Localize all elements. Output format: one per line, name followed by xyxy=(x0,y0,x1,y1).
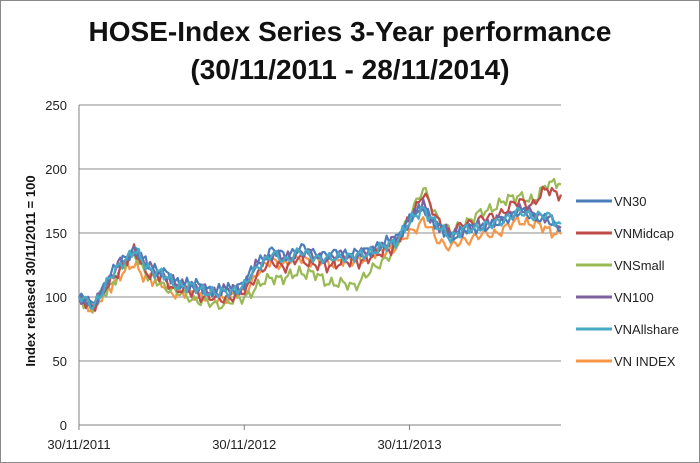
y-tick-label: 200 xyxy=(45,162,67,177)
series-line-vnmidcap xyxy=(78,185,563,312)
y-tick-labels: 0 50 100 150 200 250 xyxy=(45,98,67,433)
chart-subtitle: (30/11/2011 - 28/11/2014) xyxy=(190,54,509,85)
legend-item: VN INDEX xyxy=(576,354,676,369)
y-tick-label: 100 xyxy=(45,290,67,305)
legend-label: VN100 xyxy=(614,290,654,305)
axes xyxy=(78,105,561,430)
legend-label: VNMidcap xyxy=(614,226,674,241)
y-axis-label: Index rebased 30/11/2011 = 100 xyxy=(23,175,38,366)
x-tick-label: 30/11/2013 xyxy=(377,437,441,452)
y-tick-label: 0 xyxy=(60,418,67,433)
legend-label: VN INDEX xyxy=(614,354,676,369)
legend-label: VN30 xyxy=(614,194,647,209)
chart-title: HOSE-Index Series 3-Year performance xyxy=(89,16,612,47)
legend-item: VN30 xyxy=(576,194,647,209)
legend: VN30 VNMidcap VNSmall VN100 VNAllshare VN IND… xyxy=(576,194,679,369)
legend-item: VNSmall xyxy=(576,258,665,273)
x-tick-label: 30/11/2011 xyxy=(47,437,110,452)
legend-label: VNAllshare xyxy=(614,322,679,337)
y-tick-label: 150 xyxy=(45,226,67,241)
y-tick-label: 50 xyxy=(53,354,67,369)
x-tick-labels: 30/11/2011 30/11/2012 30/11/2013 xyxy=(47,437,441,452)
y-tick-label: 250 xyxy=(45,98,67,113)
series-line-vnsmall xyxy=(78,177,562,313)
x-tick-label: 30/11/2012 xyxy=(212,437,276,452)
series-line-vnallshare xyxy=(78,206,562,310)
legend-label: VNSmall xyxy=(614,258,665,273)
series-lines xyxy=(77,177,563,314)
legend-item: VN100 xyxy=(576,290,654,305)
legend-item: VNAllshare xyxy=(576,322,679,337)
legend-item: VNMidcap xyxy=(576,226,674,241)
gridlines xyxy=(79,104,561,362)
